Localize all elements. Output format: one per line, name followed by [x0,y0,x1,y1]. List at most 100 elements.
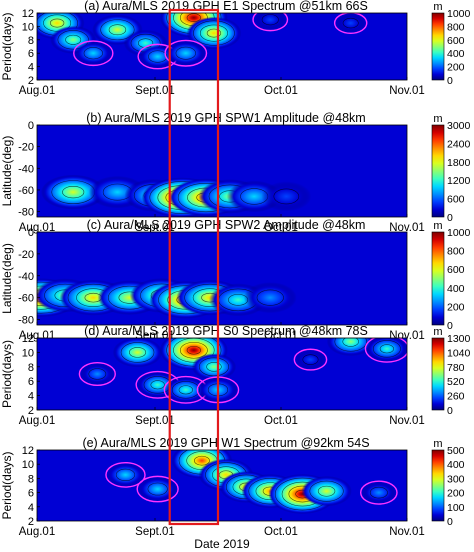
panel-a-contour [261,14,279,26]
panel-d-ytick-label: 6 [28,376,34,388]
highlight-box [168,8,220,526]
panel-a-contour [206,28,222,38]
panel-b-title: (b) Aura/MLS 2019 GPH SPW1 Amplitude @48… [86,111,365,125]
panel-b-frame [36,124,408,218]
panel-e-contour [317,485,336,497]
panel-b-ytick-label: -80 [18,207,34,219]
panel-e: (e) Aura/MLS 2019 GPH W1 Spectrum @92km … [0,436,465,538]
panel-d-contour [334,338,367,352]
panel-d-feature-3 [80,363,115,385]
panel-e-title: (e) Aura/MLS 2019 GPH W1 Spectrum @92km … [82,436,369,450]
panel-a-contour [186,13,201,22]
panel-a-magenta-contour [333,13,368,35]
panel-b-ytick-label: -20 [18,142,34,154]
panel-d-xtick-label: Nov.01 [389,415,425,427]
panel-b-colorbar-tick: 0 [447,212,453,224]
panel-e-contour [115,468,136,481]
panel-e-contour [147,482,168,496]
panel-d-ytick-label: 12 [22,333,34,345]
panel-a-magenta-contour [252,13,289,32]
panel-c-ytick-label: -20 [18,249,34,261]
panel-a-feature-9 [253,13,287,31]
panel-d-frame [36,337,408,411]
panel-b-contour [273,188,300,205]
panel-a-frame [36,12,408,81]
panel-b-ytick-label: -60 [18,185,34,197]
panel-d-xtick-label: Sept.01 [135,415,175,427]
panel-e-ytick-label: 6 [28,488,34,500]
panel-d-contour [302,354,319,365]
panel-e-colorbar-tick: 300 [447,473,465,485]
panel-a-magenta-contour [73,40,114,67]
panel-a: (a) Aura/MLS 2019 GPH E1 Spectrum @51km … [0,0,471,97]
panel-c-feature-8 [243,282,297,314]
panel-b: (b) Aura/MLS 2019 GPH SPW1 Amplitude @48… [0,111,471,234]
panel-d-colorbar-tick: 520 [447,376,465,388]
panel-b-contour [62,186,85,199]
panel-b-colorbar-tick: 3000 [447,120,471,132]
panel-a-plot-area [37,13,407,80]
panel-a-colorbar-tick: 400 [447,48,465,60]
panel-c-title: (c) Aura/MLS 2019 GPH SPW2 Amplitude @48… [87,218,366,232]
panel-d-colorbar-tick: 780 [447,362,465,374]
panel-b-colorbar-unit: m [433,113,442,125]
panel-a-ytick-label: 2 [28,75,34,87]
panel-a-ytick-label: 6 [28,48,34,60]
panel-d-magenta-contour [293,348,328,371]
panel-e-colorbar-tick: 0 [447,516,453,528]
panel-d-colorbar-tick: 260 [447,391,465,403]
panel-e-xtick-label: Aug.01 [19,526,55,538]
panel-b-colorbar-tick: 600 [447,194,465,206]
panel-d-magenta-contour [78,361,116,387]
panel-e-colorbar-unit: m [433,438,442,450]
panel-a-colorbar-tick: 800 [447,21,465,33]
panel-a-contour [49,18,65,28]
panel-b-colorbar-tick: 2400 [447,138,471,150]
panel-d-colorbar-unit: m [433,326,442,338]
panel-c-ytick-label: -80 [18,315,34,327]
panel-c-colorbar-tick: 800 [447,246,465,258]
panel-a-ytick-label: 10 [22,21,34,33]
panel-a-xtick-label: Aug.01 [19,85,55,97]
panel-a-contour [57,30,89,50]
panel-e-feature-6 [106,463,145,487]
panel-b-xtick-label: Nov.01 [389,222,425,234]
panel-b-plot-area [37,125,407,217]
panel-a-ylabel: Period(days) [0,12,14,80]
panel-d-feature-8 [366,338,407,362]
panel-d-contour [372,340,401,358]
panel-d-contour [129,347,147,358]
panel-d-contour [342,338,359,347]
panel-d-contour [179,341,208,359]
panel-d-title: (d) Aura/MLS 2019 GPH S0 Spectrum @48km … [84,324,368,338]
panel-a-contour [175,46,196,60]
panel-e-xtick-label: Sept.01 [135,526,175,538]
panel-e-magenta-contour [360,480,398,505]
panel-b-ytick-label: -40 [18,163,34,175]
panel-a-xtick-label: Oct.01 [264,85,298,97]
panel-d-feature-5 [165,377,207,403]
panel-e-contour [369,486,388,499]
panel-c-colorbar-tick: 1000 [447,227,471,239]
panel-a-colorbar-tick: 0 [447,75,453,87]
panel-d-contour [379,344,395,354]
panel-a-colorbar-tick: 200 [447,62,465,74]
panel-e-magenta-contour [105,461,146,488]
panel-d-feature-9 [295,349,326,370]
panel-d-xtick-label: Aug.01 [19,415,55,427]
panel-a-feature-2 [74,41,112,65]
panel-a-colorbar-tick: 1000 [447,8,471,20]
panel-b-xtick-label: Aug.01 [19,222,55,234]
panel-e-ytick-label: 4 [28,502,34,514]
panel-e-ytick-label: 2 [28,516,34,528]
panel-a-ytick-label: 8 [28,35,34,47]
panel-c-colorbar-tick: 0 [447,320,453,332]
panel-a-colorbar [431,12,445,81]
panel-d-colorbar-tick: 1300 [447,333,471,345]
panel-e-plot-area [37,450,407,521]
panel-c-colorbar-tick: 600 [447,264,465,276]
panel-a-feature-7 [186,16,242,50]
panel-a-title: (a) Aura/MLS 2019 GPH E1 Spectrum @51km … [84,0,368,13]
panel-d-colorbar [431,337,445,411]
panel-e-feature-8 [361,481,397,504]
